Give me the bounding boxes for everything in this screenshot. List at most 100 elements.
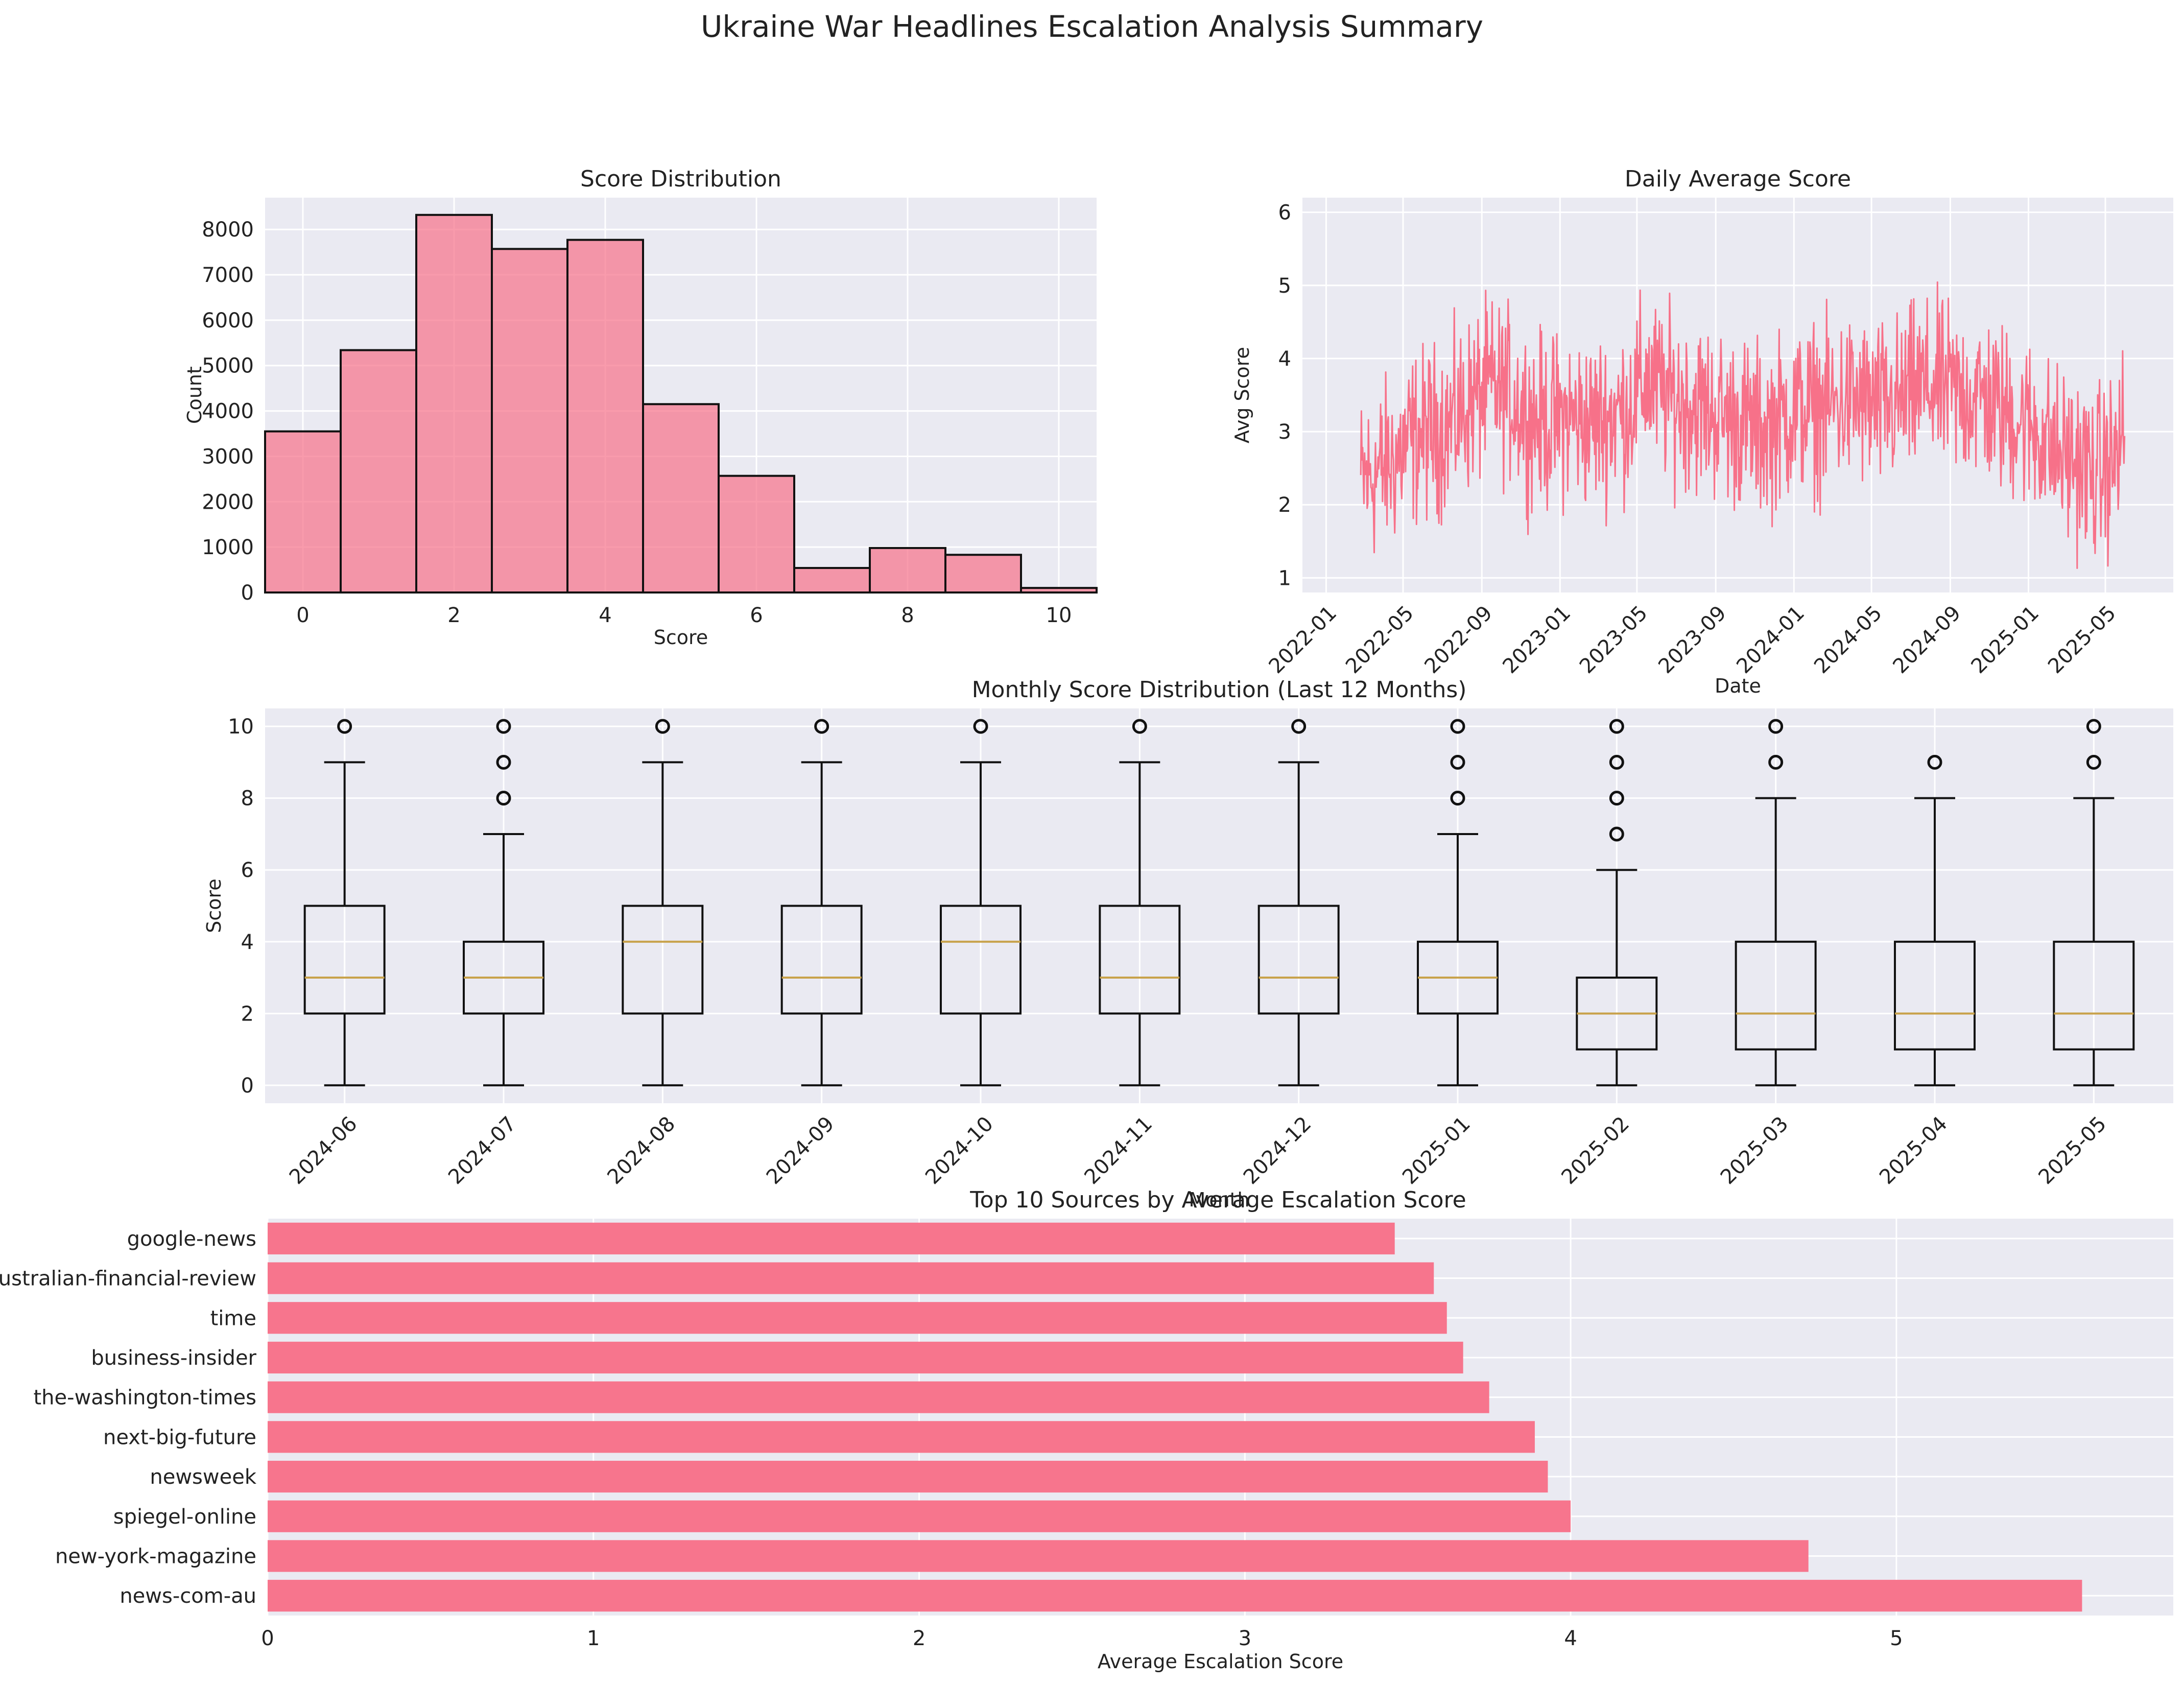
source-bar [268,1381,1489,1413]
daily-line-ytick-label: 6 [1278,201,1291,225]
box-outlier [2086,754,2101,770]
histogram-bar [1020,587,1098,594]
daily-line-ytick-label: 2 [1278,493,1291,517]
top-sources-ytick-label: news-com-au [120,1584,256,1608]
histogram-ytick-label: 1000 [202,536,254,559]
histogram-ytick-label: 4000 [202,400,254,423]
box-outlier [655,719,670,734]
top-sources-ytick-label: the-washington-times [33,1386,256,1410]
box-outlier [1132,719,1147,734]
monthly-box-xlabel: Month [1189,1189,1249,1211]
box-iqr [780,905,863,1015]
box-outlier [814,719,829,734]
daily-line-xlabel: Date [1715,675,1761,697]
histogram-bar [869,547,946,594]
top-sources-ytick-label: time [210,1307,256,1330]
source-bar [268,1540,1809,1572]
box-outlier [1927,754,1942,770]
histogram-panel: 0 1000 2000 3000 4000 5000 6000 7000 8000 0 2 4 6 8 10… [183,166,1098,649]
histogram-ytick-label: 2000 [202,490,254,514]
box-outlier [1609,719,1624,734]
box-outlier [1768,754,1784,770]
histogram-ytick-label: 5000 [202,354,254,378]
source-bar [268,1341,1463,1374]
histogram-xtick-label: 2 [447,604,460,627]
top-sources-ytick-label: next-big-future [103,1426,256,1449]
monthly-box-ytick-label: 10 [228,715,254,739]
box-outlier [973,719,988,734]
box-iqr [1735,940,1817,1051]
top-sources-ytick-label: spiegel-online [113,1505,256,1529]
histogram-ytick-label: 7000 [202,264,254,287]
box-iqr [622,905,704,1015]
box-outlier [1609,791,1624,806]
box-outlier [496,791,511,806]
monthly-box-ytick-label: 4 [241,931,254,954]
box-outlier [1450,719,1465,734]
box-outlier [1768,719,1784,734]
box-outlier [496,719,511,734]
daily-line-ytick-label: 3 [1278,420,1291,444]
top-sources-xtick-label: 5 [1890,1627,1903,1650]
histogram-bar [491,248,568,594]
box-iqr [1099,905,1181,1015]
source-bar [268,1460,1548,1493]
histogram-ytick-label: 0 [241,581,254,605]
histogram-bar [944,554,1022,594]
histogram-xtick-label: 4 [599,604,611,627]
box-iqr [940,905,1022,1015]
top-sources-xtick-label: 0 [261,1627,274,1650]
box-outlier [1609,754,1624,770]
daily-line-ytick-label: 1 [1278,566,1291,590]
histogram-bar [718,474,795,594]
histogram-bar [264,430,342,594]
figure-title: Ukraine War Headlines Escalation Analysi… [701,9,1483,44]
box-outlier [337,719,352,734]
top-sources-panel: 0 1 2 3 4 5 news-com-au new-york-magazine spiege… [0,1187,2173,1673]
histogram-xtick-label: 10 [1046,604,1072,627]
histogram-bar [793,567,871,594]
histogram-ytick-label: 6000 [202,309,254,333]
source-bar [268,1222,1395,1254]
histogram-ytick-label: 8000 [202,218,254,242]
top-sources-ytick-label: google-news [127,1227,256,1251]
daily-line-ylabel: Avg Score [1231,347,1253,443]
source-bar [268,1500,1571,1532]
source-bar [268,1302,1447,1334]
source-bar [268,1580,2082,1612]
monthly-box-ytick-label: 8 [241,787,254,811]
box-iqr [1257,905,1340,1015]
monthly-box-ytick-label: 6 [241,859,254,882]
top-sources-xtick-label: 3 [1239,1627,1251,1650]
histogram-xlabel: Score [654,626,708,649]
box-outlier [1609,826,1624,842]
histogram-bar [642,403,720,594]
box-outlier [496,754,511,770]
top-sources-xlabel: Average Escalation Score [1098,1650,1343,1673]
histogram-xtick-label: 8 [901,604,914,627]
box-outlier [1291,719,1307,734]
top-sources-xtick-label: 2 [913,1627,925,1650]
daily-line-title: Daily Average Score [1625,166,1851,192]
histogram-ytick-label: 3000 [202,445,254,468]
top-sources-ytick-label: newsweek [150,1465,256,1489]
histogram-bar [566,239,644,594]
monthly-box-plot-area [265,708,2173,1103]
box-iqr [303,905,386,1015]
monthly-box-ytick-label: 2 [241,1002,254,1026]
source-bar [268,1262,1434,1294]
top-sources-xtick-label: 1 [587,1627,600,1650]
top-sources-ytick-label: new-york-magazine [55,1545,256,1568]
histogram-bar [415,213,493,594]
daily-average-line [1360,281,2126,569]
monthly-box-ylabel: Score [203,879,225,933]
top-sources-title: Top 10 Sources by Average Escalation Sco… [969,1187,1466,1213]
daily-line-ytick-label: 4 [1278,347,1291,371]
box-outlier [2086,719,2101,734]
top-sources-ytick-label: australian-financial-review [0,1267,256,1291]
box-outlier [1450,791,1465,806]
histogram-ylabel: Count [183,366,206,424]
top-sources-xtick-label: 4 [1564,1627,1577,1650]
histogram-title: Score Distribution [580,166,781,192]
top-sources-ytick-label: business-insider [91,1346,256,1370]
